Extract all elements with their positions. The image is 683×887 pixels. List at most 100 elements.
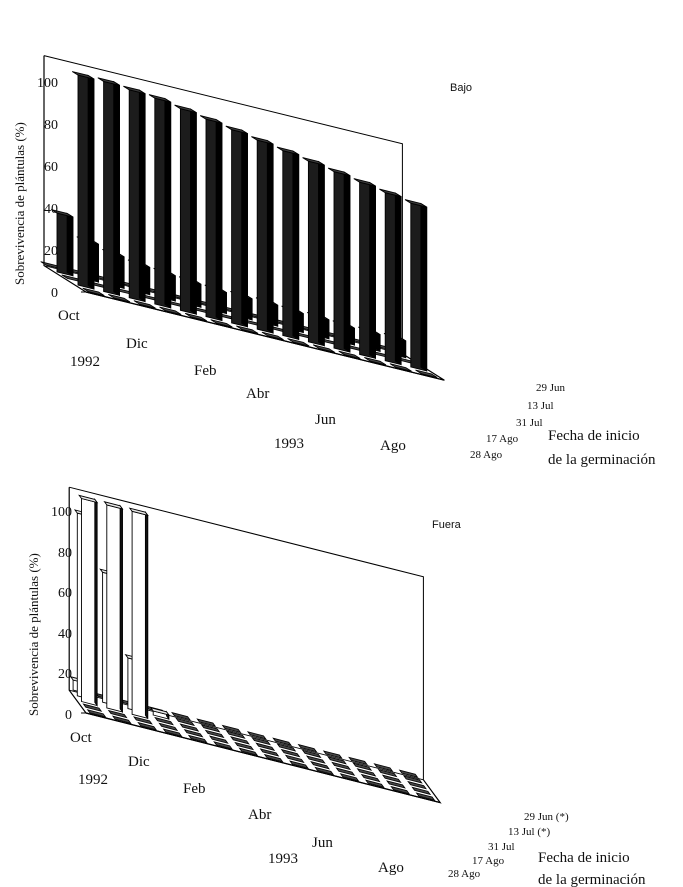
floor-marker — [297, 743, 318, 753]
bar — [302, 157, 325, 347]
bar-side — [369, 181, 376, 360]
chart-title: Fuera — [432, 519, 462, 531]
floor-marker — [322, 750, 343, 759]
floor-marker — [159, 306, 182, 315]
floor-marker — [398, 769, 419, 778]
y-tick: 40 — [44, 202, 58, 217]
bar — [78, 494, 99, 707]
bar — [225, 125, 248, 328]
floor-marker — [154, 716, 174, 726]
z-axis-title: de la germinación — [548, 452, 656, 468]
floor-marker — [255, 742, 276, 751]
y-tick: 80 — [44, 118, 58, 133]
floor-marker — [261, 331, 284, 341]
x-tick-year: 1992 — [70, 354, 100, 370]
floor-marker — [208, 735, 229, 744]
bar-top — [71, 71, 95, 80]
y-tick: 40 — [58, 627, 72, 642]
x-tick-month: Feb — [194, 363, 217, 379]
bar-top — [103, 501, 124, 510]
floor-marker — [246, 731, 267, 740]
floor-marker — [390, 785, 411, 795]
series-label: 29 Jun — [536, 382, 566, 394]
bar — [327, 167, 351, 353]
floor-marker — [402, 775, 423, 784]
floor-marker — [184, 312, 208, 322]
floor-marker — [263, 753, 284, 763]
floor-marker — [196, 718, 217, 727]
y-tick: 60 — [44, 160, 58, 175]
bar-side — [144, 510, 149, 720]
bar-side — [420, 202, 428, 372]
bar — [123, 85, 146, 303]
series-label: 17 Ago — [472, 855, 505, 867]
bar-top — [78, 494, 99, 504]
floor-marker — [234, 741, 255, 751]
x-axis-months: Oct Dic Feb Abr Jun Ago — [58, 308, 406, 454]
bar — [103, 501, 124, 714]
bar-side — [266, 139, 274, 334]
z-axis-series: 29 Jun 13 Jul 31 Jul 17 Ago 28 Ago — [470, 382, 566, 461]
bar — [251, 136, 274, 334]
bar-top — [225, 125, 248, 135]
floor-marker — [230, 736, 250, 745]
floor-marker — [360, 773, 381, 783]
floor-marker — [314, 766, 335, 776]
floor-marker — [238, 747, 259, 756]
floor-marker — [276, 743, 297, 752]
bar — [174, 104, 197, 316]
floor-marker — [411, 786, 432, 796]
bar-top — [199, 115, 223, 124]
floor-marker — [272, 737, 293, 746]
bar-top — [276, 146, 299, 156]
bar — [276, 146, 300, 341]
y-tick: 0 — [51, 286, 58, 301]
chart-frame — [68, 486, 442, 804]
bar-top — [149, 707, 170, 716]
bar-side — [113, 80, 120, 297]
chart-fuera: Fuera 0 20 40 60 80 100 Sobrevivencia de… — [26, 486, 646, 887]
floor-marker — [335, 767, 356, 776]
z-axis-title: Fecha de inicio — [538, 850, 630, 866]
y-tick: 60 — [58, 586, 72, 601]
bar-top — [50, 209, 74, 218]
floor-marker — [352, 762, 373, 771]
floor-marker — [415, 369, 438, 378]
back-wall-edge — [69, 486, 424, 780]
y-axis-ticks: 0 20 40 60 80 100 — [51, 505, 72, 723]
x-tick-year: 1993 — [268, 851, 298, 867]
floor-marker — [356, 768, 377, 777]
floor-marker — [82, 287, 105, 296]
floor-marker — [377, 768, 398, 778]
floor-marker — [287, 338, 310, 347]
bar-side — [66, 212, 74, 277]
x-tick-month: Ago — [378, 860, 404, 876]
y-tick: 20 — [44, 244, 58, 259]
bar-side — [190, 108, 197, 316]
series-label: 28 Ago — [448, 868, 481, 880]
y-tick: 100 — [37, 76, 58, 91]
floor-marker — [133, 716, 153, 725]
floor-marker — [213, 741, 233, 750]
x-tick-month: Feb — [183, 781, 206, 797]
bars — [50, 71, 428, 372]
x-axis-line — [85, 291, 445, 381]
x-tick-month: Jun — [315, 412, 336, 428]
bar — [199, 115, 223, 322]
floor-marker — [348, 756, 368, 766]
bar-top — [302, 157, 325, 166]
x-tick-month: Dic — [128, 754, 150, 770]
floor-marker — [187, 734, 208, 744]
bar — [128, 507, 149, 720]
chart-bajo: Bajo 0 20 40 60 80 100 Sobrevivencia de … — [12, 55, 656, 468]
bar-side — [318, 160, 325, 347]
floor-marker — [338, 350, 361, 359]
series-label: 13 Jul — [527, 400, 554, 412]
floor-marker — [301, 749, 322, 759]
floor-marker — [137, 721, 158, 731]
x-axis-months: Oct Dic Feb Abr Jun Ago — [70, 730, 404, 876]
bar-top — [404, 199, 427, 208]
bar — [50, 209, 74, 277]
floor-marker — [289, 760, 309, 769]
